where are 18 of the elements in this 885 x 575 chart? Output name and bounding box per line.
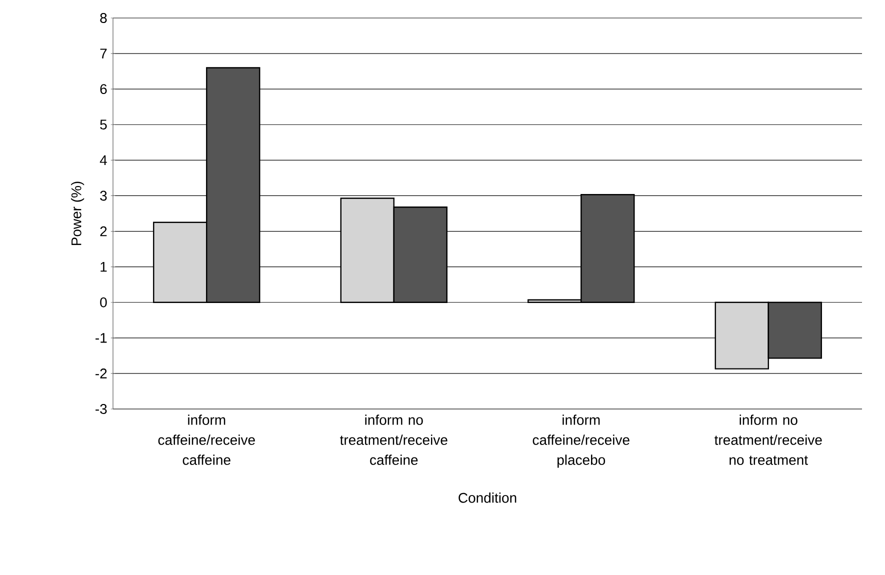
y-tick-label: 7 [100, 48, 107, 58]
y-axis-title: Power (%) [71, 182, 84, 246]
y-tick-label: 2 [100, 226, 107, 236]
x-tick-label: inform caffeine/receive placebo [532, 414, 630, 468]
y-tick-label: 5 [100, 120, 107, 130]
x-tick-label: inform caffeine/receive caffeine [158, 414, 255, 465]
y-tick-label: 4 [100, 155, 107, 165]
y-tick-label: 0 [100, 297, 107, 308]
x-axis-title: Condition [458, 492, 516, 503]
y-tick-label: 1 [100, 262, 107, 272]
y-tick-label: 3 [100, 190, 107, 201]
x-tick-label: inform no treatment/receive no treatment [714, 414, 822, 465]
y-tick-label: -1 [96, 333, 107, 343]
y-tick-label: 6 [100, 84, 107, 94]
y-tick-label: -2 [96, 368, 107, 378]
y-tick-label: -3 [96, 404, 107, 414]
y-tick-label: 8 [100, 13, 107, 23]
x-tick-label: inform no treatment/receive caffeine [340, 414, 448, 465]
